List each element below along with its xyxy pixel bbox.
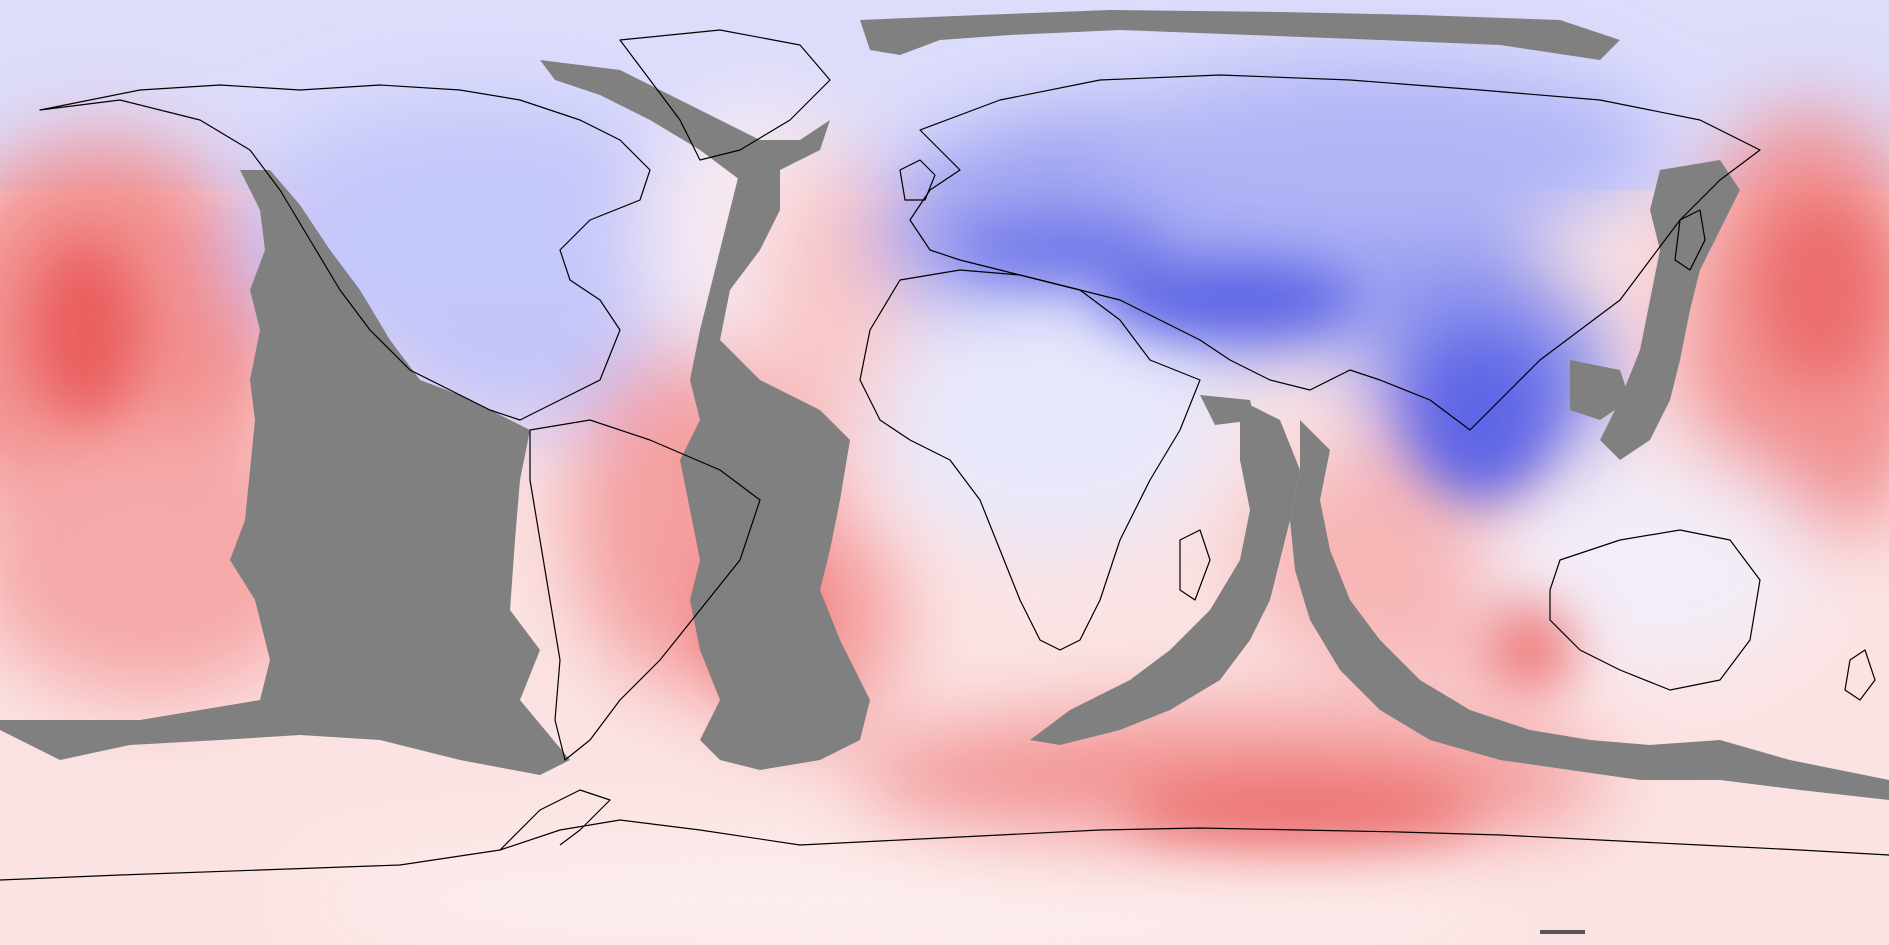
coastlines (0, 29, 1889, 881)
masked-arctic-fringe (860, 10, 1620, 60)
coast-north-america (39, 84, 651, 421)
coast-antarctic-peninsula (499, 789, 611, 851)
coast-greenland (619, 29, 831, 161)
coast-australia (1549, 529, 1761, 691)
masked-indian-west (1030, 400, 1300, 745)
coast-uk (899, 159, 936, 201)
coast-south-america (529, 419, 761, 761)
bottom-marker (1540, 930, 1585, 934)
coast-antarctica (0, 819, 1889, 881)
anomaly-cores (30, 200, 1880, 840)
masked-sulu-sea (1570, 360, 1630, 420)
masked-indian-east (1290, 420, 1889, 800)
coast-madagascar (1179, 529, 1211, 601)
coast-africa (859, 269, 1201, 651)
masked-central-atlantic (680, 160, 870, 770)
core-southern-ocean (1120, 780, 1480, 840)
core-mediterranean (950, 220, 1170, 280)
field-siberia-cold (1100, 60, 1660, 240)
core-north-pacific (30, 240, 140, 420)
masked-regions (0, 10, 1889, 800)
masked-east-pacific (0, 170, 570, 775)
field-africa-pale (870, 290, 1230, 550)
field-antarctica-pale (300, 840, 1500, 945)
masked-west-pacific (1600, 160, 1740, 460)
field-south-pacific-warm (0, 420, 330, 700)
coast-japan (1674, 209, 1706, 271)
core-australia-south (1485, 605, 1575, 695)
masked-arabian-sea-edge (1200, 395, 1255, 425)
coast-eurasia (909, 74, 1761, 431)
coast-new-zealand (1844, 649, 1876, 701)
core-west-pacific (1760, 200, 1880, 380)
core-himalaya (1100, 265, 1360, 335)
field-australia-pale (1480, 450, 1820, 670)
masked-north-atlantic-arc (540, 60, 830, 180)
